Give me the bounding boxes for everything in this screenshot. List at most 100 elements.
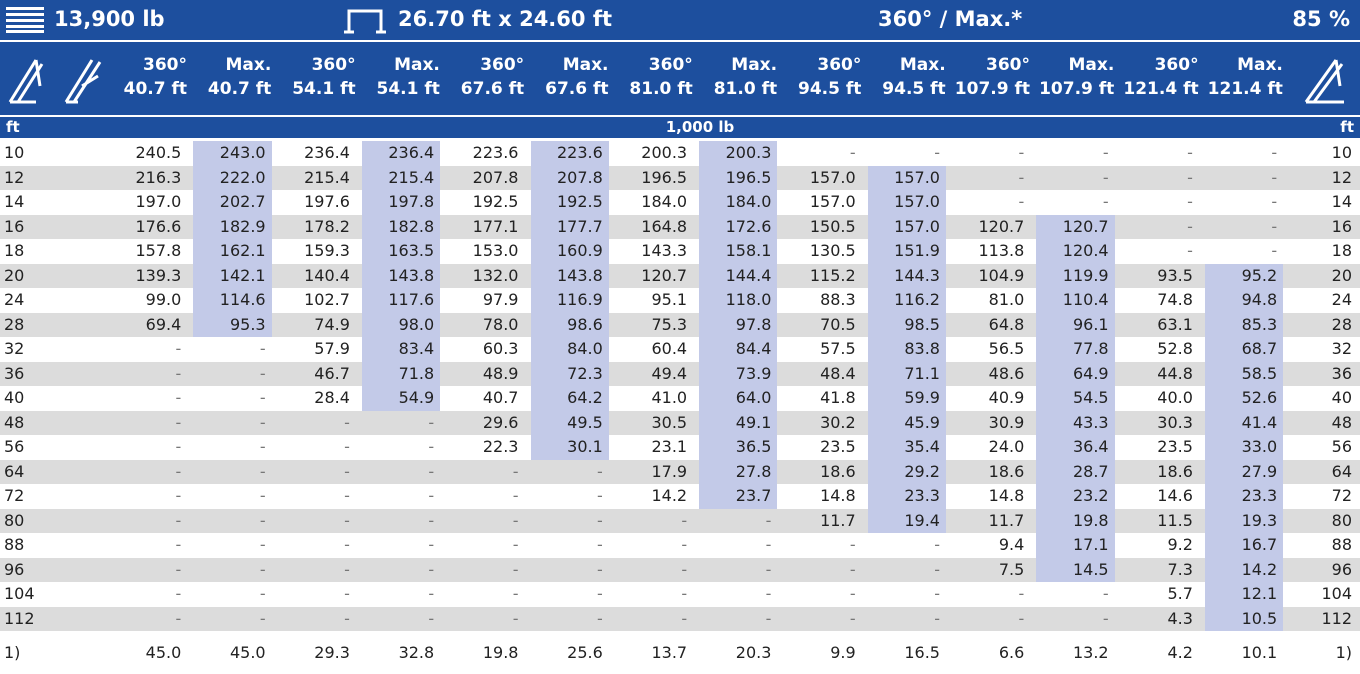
load-value: 40.0 xyxy=(1157,388,1193,407)
load-value: - xyxy=(1102,584,1109,603)
load-value: 120.7 xyxy=(978,216,1025,236)
load-value: - xyxy=(681,535,688,554)
load-value: - xyxy=(849,584,856,603)
column-length: 81.0 ft xyxy=(713,79,778,99)
footnote-label: 1) xyxy=(1335,643,1352,662)
load-value: - xyxy=(681,559,688,579)
load-value: - xyxy=(259,486,266,505)
load-value: 7.3 xyxy=(1167,559,1193,579)
load-value: 236.4 xyxy=(304,143,350,162)
load-value: 77.8 xyxy=(1036,337,1115,362)
load-value: 23.2 xyxy=(1036,484,1115,509)
load-value: 54.9 xyxy=(361,386,441,411)
load-value: 200.3 xyxy=(641,143,688,162)
load-value: 240.5 xyxy=(135,143,182,162)
load-value: - xyxy=(175,559,182,579)
load-value: 97.8 xyxy=(699,312,778,337)
radius: 88 xyxy=(4,535,25,554)
radius: 40 xyxy=(4,388,25,407)
load-value: 16.7 xyxy=(1204,533,1284,558)
load-value: 84.0 xyxy=(530,337,609,362)
load-value: - xyxy=(259,584,266,603)
load-value: - xyxy=(259,510,266,530)
load-value: 96.1 xyxy=(1036,312,1115,337)
load-value: - xyxy=(428,461,435,481)
load-value: - xyxy=(1018,608,1025,628)
column-angle: Max. xyxy=(899,55,946,75)
load-value: - xyxy=(1102,143,1109,162)
footer-value: 19.8 xyxy=(482,643,519,662)
footer-value: 16.5 xyxy=(904,643,940,662)
load-value: - xyxy=(259,437,266,456)
radius: 18 xyxy=(4,241,25,260)
load-value: 202.7 xyxy=(193,190,272,215)
column-angle: Max. xyxy=(562,55,609,75)
load-value: 71.1 xyxy=(867,361,946,386)
load-value: 14.2 xyxy=(1204,557,1284,582)
load-value: 116.2 xyxy=(867,288,946,313)
load-value: 64.9 xyxy=(1036,361,1115,386)
radius: 36 xyxy=(4,363,25,383)
footer-value: 9.9 xyxy=(830,643,856,662)
load-value: 23.5 xyxy=(1157,437,1193,456)
load-value: - xyxy=(344,510,350,530)
load-value: 104.9 xyxy=(978,265,1025,285)
radius: 104 xyxy=(1321,584,1352,603)
radius: 28 xyxy=(4,314,25,334)
load-value: - xyxy=(344,535,350,554)
load-value: 36.5 xyxy=(699,435,778,460)
load-value: 22.3 xyxy=(482,437,519,456)
radius: 32 xyxy=(4,339,25,358)
load-value: 48.6 xyxy=(988,363,1025,383)
load-value: - xyxy=(512,608,519,628)
radius: 40 xyxy=(1331,388,1352,407)
load-value: - xyxy=(428,486,435,505)
load-value: 95.2 xyxy=(1204,263,1284,288)
load-value: 78.0 xyxy=(482,314,519,334)
radius: 12 xyxy=(1331,167,1352,187)
load-value: 19.8 xyxy=(1036,508,1115,533)
load-value: 36.4 xyxy=(1036,435,1115,460)
load-value: 120.7 xyxy=(641,265,688,285)
load-value: 14.6 xyxy=(1157,486,1193,505)
load-value: - xyxy=(849,608,856,628)
load-value: 43.3 xyxy=(1036,410,1115,435)
radius: 64 xyxy=(1331,461,1352,481)
load-value: 216.3 xyxy=(135,167,182,187)
load-value: - xyxy=(597,608,603,628)
footer-value: 13.2 xyxy=(1072,643,1109,662)
load-value: 41.8 xyxy=(820,388,856,407)
load-value: 182.8 xyxy=(361,214,441,239)
load-value: - xyxy=(1102,192,1109,211)
load-value: 11.7 xyxy=(988,510,1025,530)
load-value: - xyxy=(259,412,266,432)
load-value: 222.0 xyxy=(193,165,272,190)
radius: 112 xyxy=(4,608,35,628)
load-value: 98.5 xyxy=(867,312,946,337)
footer-value: 32.8 xyxy=(398,643,435,662)
load-value: - xyxy=(175,388,182,407)
footer-value: 6.6 xyxy=(998,643,1025,662)
radius: 24 xyxy=(1331,290,1352,309)
load-value: 95.3 xyxy=(193,312,272,337)
load-value: - xyxy=(175,510,182,530)
load-value: 59.9 xyxy=(867,386,946,411)
load-value: - xyxy=(765,559,772,579)
load-value: - xyxy=(344,437,350,456)
radius: 48 xyxy=(1331,412,1352,432)
load-value: - xyxy=(1102,608,1109,628)
radius: 10 xyxy=(1331,143,1352,162)
load-value: 215.4 xyxy=(361,165,441,190)
load-value: - xyxy=(1018,192,1025,211)
radius: 112 xyxy=(1321,608,1352,628)
load-value: 162.1 xyxy=(193,239,272,264)
slew-mode: 360° / Max.* xyxy=(878,7,1023,31)
load-value: 17.1 xyxy=(1036,533,1115,558)
load-value: 71.8 xyxy=(361,361,441,386)
load-value: 74.9 xyxy=(314,314,350,334)
load-value: - xyxy=(1271,216,1278,236)
column-angle: Max. xyxy=(394,55,440,75)
column-angle: 360° xyxy=(986,55,1030,75)
load-value: 197.0 xyxy=(135,192,182,211)
